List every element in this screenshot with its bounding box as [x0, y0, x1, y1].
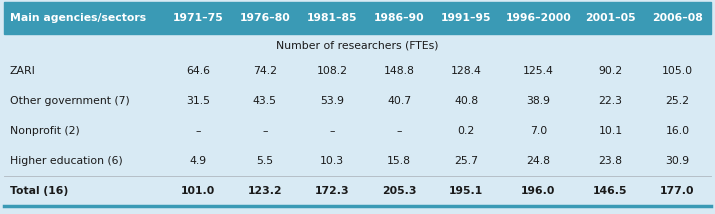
- Text: 53.9: 53.9: [320, 96, 344, 106]
- Text: 31.5: 31.5: [186, 96, 210, 106]
- Text: Total (16): Total (16): [10, 186, 68, 196]
- Text: –: –: [195, 126, 201, 136]
- Text: 128.4: 128.4: [450, 66, 481, 76]
- Text: 22.3: 22.3: [598, 96, 623, 106]
- Text: 24.8: 24.8: [526, 156, 551, 166]
- Text: 1986–90: 1986–90: [374, 13, 425, 23]
- Text: 23.8: 23.8: [598, 156, 623, 166]
- Text: 205.3: 205.3: [382, 186, 416, 196]
- Text: 64.6: 64.6: [186, 66, 210, 76]
- Text: 148.8: 148.8: [384, 66, 415, 76]
- Text: –: –: [262, 126, 267, 136]
- Text: Nonprofit (2): Nonprofit (2): [10, 126, 80, 136]
- Text: 105.0: 105.0: [662, 66, 693, 76]
- Text: 16.0: 16.0: [666, 126, 689, 136]
- Text: 172.3: 172.3: [315, 186, 350, 196]
- Text: 43.5: 43.5: [253, 96, 277, 106]
- Text: Other government (7): Other government (7): [10, 96, 129, 106]
- Text: 108.2: 108.2: [317, 66, 347, 76]
- Text: 2006–08: 2006–08: [652, 13, 703, 23]
- Text: 5.5: 5.5: [257, 156, 274, 166]
- Text: 90.2: 90.2: [598, 66, 623, 76]
- Text: 123.2: 123.2: [247, 186, 282, 196]
- Text: ZARI: ZARI: [10, 66, 36, 76]
- Text: 15.8: 15.8: [387, 156, 411, 166]
- Text: 10.1: 10.1: [598, 126, 623, 136]
- Text: –: –: [396, 126, 402, 136]
- Text: 40.7: 40.7: [387, 96, 411, 106]
- Text: 7.0: 7.0: [530, 126, 547, 136]
- Text: 146.5: 146.5: [593, 186, 628, 196]
- Text: 195.1: 195.1: [449, 186, 483, 196]
- Text: –: –: [329, 126, 335, 136]
- Text: 101.0: 101.0: [181, 186, 215, 196]
- Text: 25.7: 25.7: [454, 156, 478, 166]
- Bar: [4, 2, 711, 34]
- Text: 1971–75: 1971–75: [172, 13, 223, 23]
- Text: 0.2: 0.2: [458, 126, 475, 136]
- Text: 1991–95: 1991–95: [441, 13, 491, 23]
- Text: Main agencies/sectors: Main agencies/sectors: [10, 13, 146, 23]
- Text: 4.9: 4.9: [189, 156, 207, 166]
- Text: 38.9: 38.9: [526, 96, 551, 106]
- Text: 40.8: 40.8: [454, 96, 478, 106]
- Text: 1996–2000: 1996–2000: [506, 13, 571, 23]
- Text: Number of researchers (FTEs): Number of researchers (FTEs): [276, 40, 439, 50]
- Text: Higher education (6): Higher education (6): [10, 156, 123, 166]
- Text: 30.9: 30.9: [666, 156, 689, 166]
- Text: 177.0: 177.0: [660, 186, 695, 196]
- Text: 1976–80: 1976–80: [240, 13, 290, 23]
- Text: 196.0: 196.0: [521, 186, 556, 196]
- Text: 125.4: 125.4: [523, 66, 553, 76]
- Text: 1981–85: 1981–85: [307, 13, 358, 23]
- Text: 25.2: 25.2: [666, 96, 689, 106]
- Text: 2001–05: 2001–05: [585, 13, 636, 23]
- Text: 74.2: 74.2: [253, 66, 277, 76]
- Text: 10.3: 10.3: [320, 156, 344, 166]
